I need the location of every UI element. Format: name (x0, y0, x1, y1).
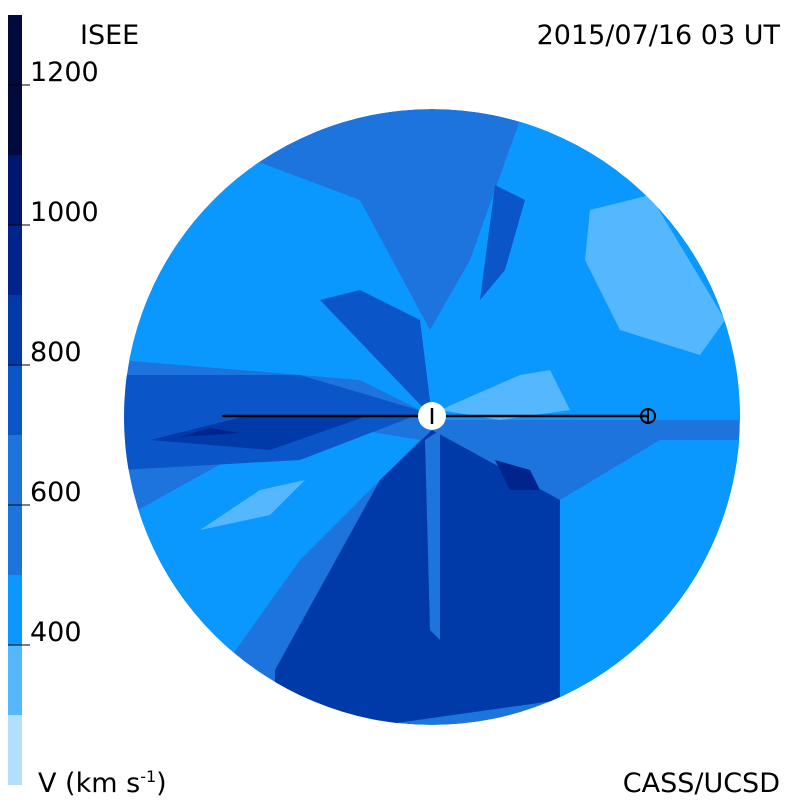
colorbar-tick-label: 800 (30, 337, 82, 368)
colorbar-tick-label: 1000 (30, 197, 99, 228)
colorbar-tick-label: 600 (30, 477, 82, 508)
timestamp: 2015/07/16 03 UT (537, 20, 781, 51)
source-label: ISEE (80, 20, 139, 51)
colorbar (8, 15, 22, 785)
label-close: ) (156, 768, 167, 799)
colorbar-label: V (km s-1) (38, 767, 167, 799)
colorbar-tick-label: 1200 (30, 57, 99, 88)
colorbar-tick-label: 400 (30, 617, 82, 648)
solar-wind-disk (124, 109, 740, 725)
label-superscript: -1 (140, 767, 156, 786)
credit: CASS/UCSD (623, 768, 780, 799)
label-text: V (km s (38, 768, 140, 799)
